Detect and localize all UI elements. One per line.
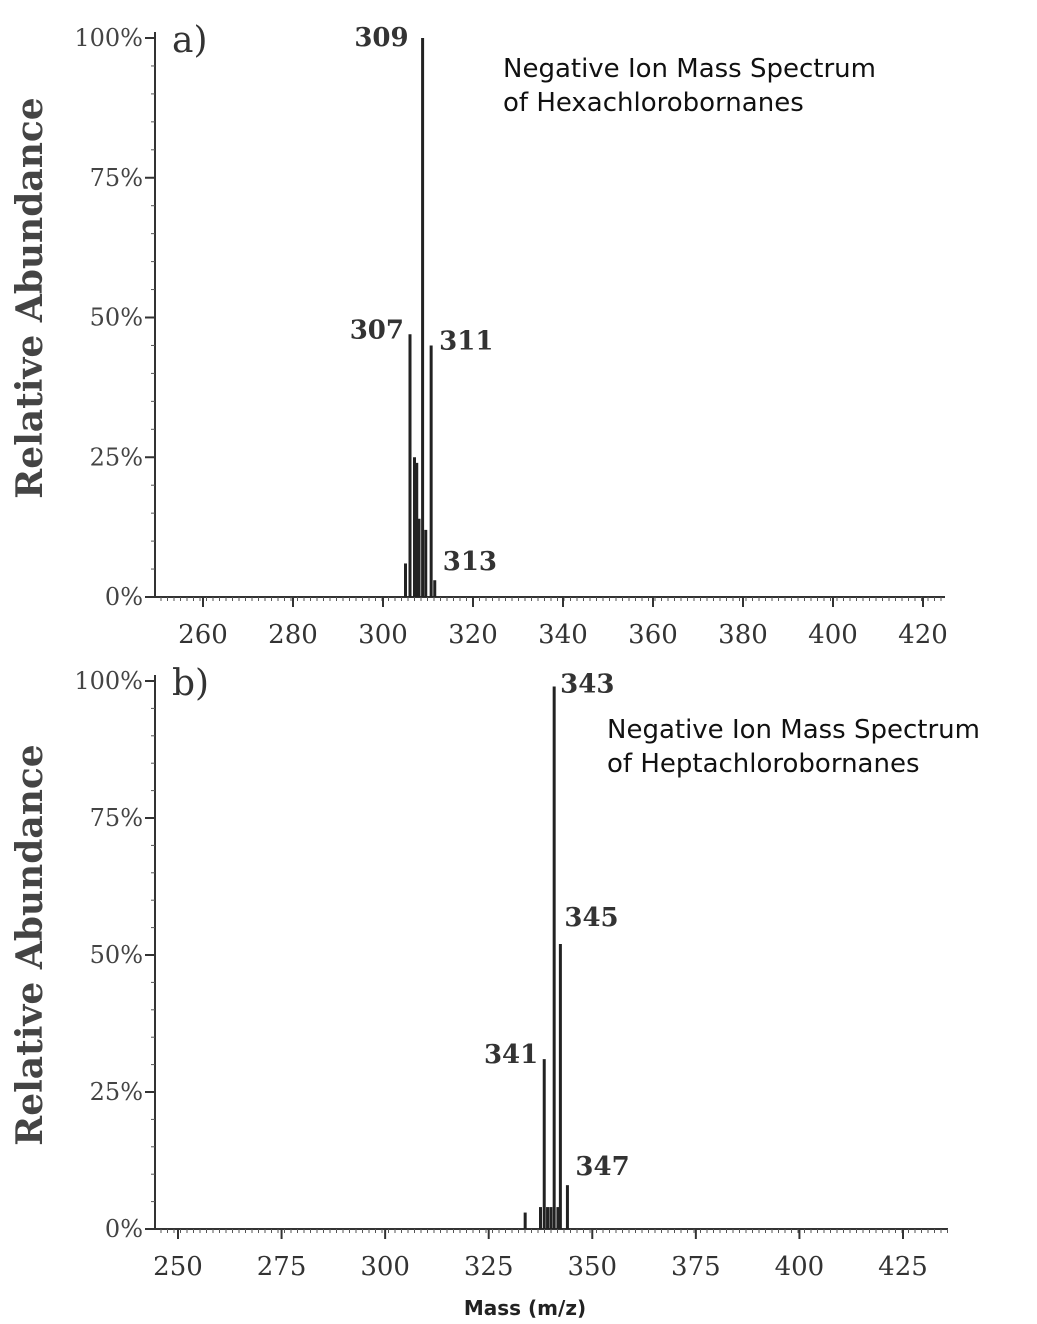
y-axis-label: Relative Abundance xyxy=(9,97,51,498)
x-tick-label: 250 xyxy=(153,1252,203,1282)
chart-title: Negative Ion Mass Spectrum of Hexachlorob… xyxy=(503,54,876,118)
peak-label: 347 xyxy=(575,1152,629,1182)
x-tick-label: 320 xyxy=(448,620,498,650)
peak-label: 343 xyxy=(560,669,614,699)
panel-a-hexachlorobornanes: 260 280 300 320 340 360 380 400 420 0% 25% 50% 75% 10… xyxy=(9,20,948,650)
x-tick-label: 420 xyxy=(898,620,948,650)
x-tick-label: 280 xyxy=(268,620,318,650)
x-tick-label: 400 xyxy=(775,1252,825,1282)
x-tick-label: 300 xyxy=(358,620,408,650)
x-tick-label: 300 xyxy=(360,1252,410,1282)
y-tick-label: 100% xyxy=(74,667,143,695)
x-tick-label: 350 xyxy=(567,1252,617,1282)
chart-title: Negative Ion Mass Spectrum of Heptachloro… xyxy=(607,715,980,779)
chart-title-line: Negative Ion Mass Spectrum xyxy=(503,54,876,84)
y-tick-label: 75% xyxy=(90,164,143,192)
x-tick-label: 275 xyxy=(257,1252,307,1282)
x-tick-label: 260 xyxy=(178,620,228,650)
x-tick-label: 400 xyxy=(808,620,858,650)
panel-label: a) xyxy=(172,20,208,61)
y-tick-label: 100% xyxy=(74,24,143,52)
peak-label: 313 xyxy=(443,547,497,577)
peak-label: 311 xyxy=(439,326,493,356)
chart-title-line: of Heptachlorobornanes xyxy=(607,749,920,779)
y-axis-label: Relative Abundance xyxy=(9,744,51,1145)
chart-title-line: of Hexachlorobornanes xyxy=(503,88,804,118)
x-tick-label: 380 xyxy=(718,620,768,650)
panel-label: b) xyxy=(172,663,209,704)
y-tick-label: 25% xyxy=(90,443,143,471)
peak-label: 307 xyxy=(350,315,404,345)
peak-label: 341 xyxy=(484,1040,538,1070)
x-axis-label: Mass (m/z) xyxy=(464,1296,586,1320)
x-tick-label: 425 xyxy=(878,1252,928,1282)
x-tick-label: 340 xyxy=(538,620,588,650)
x-tick-label: 360 xyxy=(628,620,678,650)
y-tick-label: 0% xyxy=(105,583,143,611)
x-tick-label: 375 xyxy=(671,1252,721,1282)
x-tick-label: 325 xyxy=(464,1252,514,1282)
y-tick-label: 75% xyxy=(90,804,143,832)
peak-label: 309 xyxy=(354,23,408,53)
y-tick-label: 0% xyxy=(105,1215,143,1243)
peak-label: 345 xyxy=(564,903,618,933)
y-tick-label: 50% xyxy=(90,304,143,332)
chart-title-line: Negative Ion Mass Spectrum xyxy=(607,715,980,745)
panel-b-heptachlorobornanes: 250 275 300 325 350 375 400 425 0% 25% 50% 75% 100% R… xyxy=(9,663,980,1282)
y-tick-label: 25% xyxy=(90,1078,143,1106)
y-tick-label: 50% xyxy=(90,941,143,969)
